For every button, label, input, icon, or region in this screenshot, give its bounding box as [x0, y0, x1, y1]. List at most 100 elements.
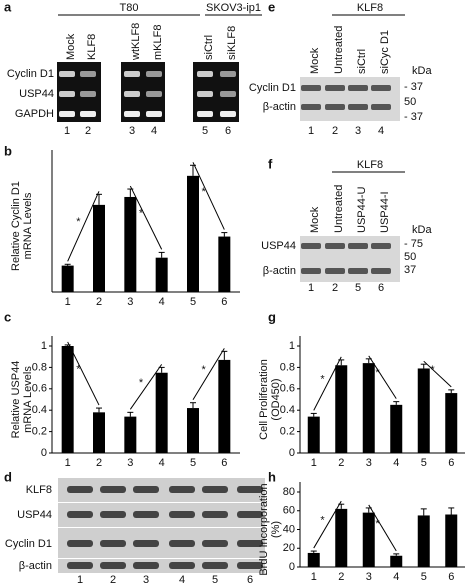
y-tick-label: 80: [283, 486, 295, 498]
panel-letter: c: [4, 309, 11, 324]
band: [169, 511, 195, 518]
bar: [93, 204, 105, 292]
bar: [307, 416, 320, 453]
band: [202, 511, 228, 518]
significance-line: [423, 360, 452, 388]
column-label: mKLF8: [152, 25, 164, 60]
lane-number: 1: [308, 282, 314, 294]
bar: [93, 412, 105, 453]
row-label: Cyclin D1: [249, 82, 296, 94]
group-label: SKOV3-ip1: [206, 2, 261, 14]
band: [197, 71, 213, 77]
x-tick-label: 3: [127, 457, 133, 469]
lane-number: 1: [64, 125, 70, 137]
band: [371, 268, 391, 274]
y-tick-label: 0.8: [280, 361, 295, 373]
significance-line: [129, 185, 163, 250]
lane-number: 4: [151, 125, 157, 137]
x-tick-label: 1: [311, 571, 317, 583]
band: [237, 486, 263, 493]
blot: [300, 236, 400, 282]
significance-line: [368, 504, 397, 552]
y-axis-label: BrdU Incorporation: [258, 483, 270, 575]
band: [67, 511, 93, 518]
band: [133, 511, 159, 518]
lane-number: 3: [129, 125, 135, 137]
group-label: KLF8: [357, 159, 383, 171]
column-label: USP44-I: [379, 191, 391, 233]
lane-number: 1: [308, 125, 314, 137]
bar: [335, 508, 348, 567]
x-tick-label: 5: [190, 296, 196, 308]
column-label: siCtrl: [203, 35, 215, 60]
x-tick-label: 5: [190, 457, 196, 469]
panel-letter: e: [268, 0, 275, 14]
band: [348, 104, 368, 110]
row-label: USP44: [19, 88, 54, 100]
y-tick-label: 0.4: [280, 404, 295, 416]
row-label: β-actin: [19, 560, 52, 572]
column-label: Untreated: [333, 185, 345, 233]
y-tick-label: 0.2: [32, 426, 47, 438]
lane-number: 4: [179, 574, 185, 586]
significance-mark: *: [320, 374, 325, 386]
panel-letter: g: [268, 309, 276, 324]
x-tick-label: 1: [65, 457, 71, 469]
band: [59, 91, 75, 97]
marker-label: 50: [404, 251, 416, 263]
band: [301, 243, 321, 249]
band: [371, 243, 391, 249]
x-tick-label: 4: [393, 457, 399, 469]
x-tick-label: 2: [96, 296, 102, 308]
bar: [362, 363, 375, 453]
marker-label: - 37: [404, 81, 423, 93]
column-label: Mock: [309, 47, 321, 74]
bar: [307, 552, 320, 567]
x-tick-label: 6: [448, 457, 454, 469]
lane-number: 6: [225, 125, 231, 137]
band: [80, 91, 96, 97]
significance-mark: *: [202, 364, 207, 376]
significance-line: [67, 341, 100, 406]
y-tick-label: 0.4: [32, 404, 47, 416]
y-tick-label: 0.6: [32, 383, 47, 395]
band: [197, 111, 213, 117]
column-label: KLF8: [86, 34, 98, 60]
x-tick-label: 6: [221, 457, 227, 469]
y-tick-label: 1: [41, 340, 47, 352]
column-label: wtKLF8: [130, 23, 142, 61]
column-label: Untreated: [333, 26, 345, 74]
bar: [187, 175, 199, 292]
x-tick-label: 3: [366, 457, 372, 469]
y-axis-label: (OD450): [270, 378, 282, 420]
lane-number: 2: [332, 282, 338, 294]
x-tick-label: 6: [221, 296, 227, 308]
row-label: β-actin: [263, 265, 296, 277]
lane-number: 5: [202, 125, 208, 137]
band: [100, 511, 126, 518]
band: [133, 540, 159, 547]
bar: [61, 346, 74, 453]
x-tick-label: 5: [421, 457, 427, 469]
band: [67, 540, 93, 547]
band: [371, 85, 391, 91]
group-label: T80: [120, 2, 139, 14]
y-axis-label: mRNA Levels: [22, 192, 34, 259]
marker-label: 37: [404, 264, 416, 276]
significance-line: [67, 191, 100, 262]
bar: [124, 196, 137, 292]
row-label: KLF8: [26, 484, 52, 496]
column-label: siCyc D1: [379, 30, 391, 74]
x-tick-label: 4: [159, 296, 165, 308]
column-label: Mock: [309, 206, 321, 233]
panel-letter: f: [268, 156, 273, 171]
bar: [417, 515, 430, 567]
y-tick-label: 60: [283, 505, 295, 517]
y-tick-label: 0.6: [280, 383, 295, 395]
lane-number: 2: [85, 125, 91, 137]
band: [348, 243, 368, 249]
column-label: siCtrl: [356, 49, 368, 74]
y-tick-label: 0: [289, 447, 295, 459]
band: [325, 243, 345, 249]
